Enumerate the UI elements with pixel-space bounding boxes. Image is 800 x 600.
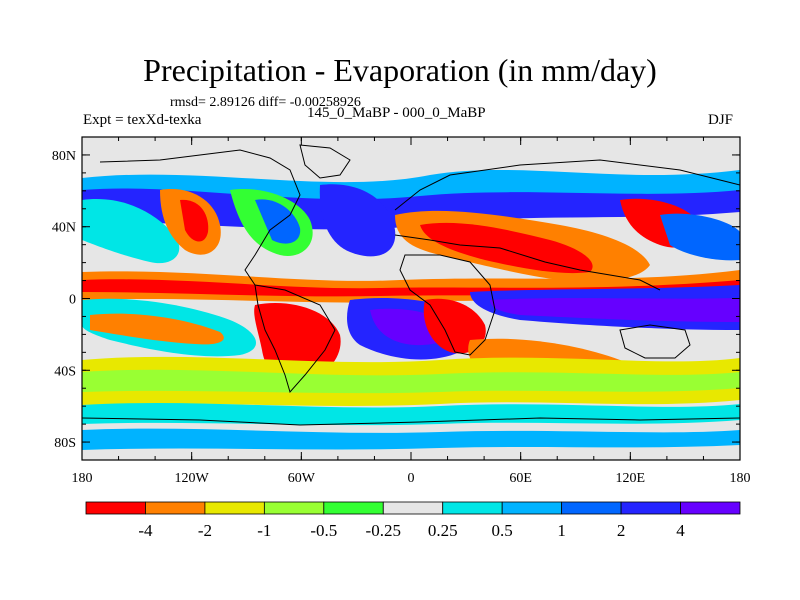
lon-tick-label: 120W bbox=[175, 471, 210, 486]
colorbar-swatch bbox=[501, 501, 563, 515]
field-natl-blue bbox=[255, 199, 301, 244]
outline-north-america bbox=[99, 149, 301, 286]
lon-tick-label: 60E bbox=[509, 471, 532, 486]
field-indian-ocean-purple bbox=[490, 298, 740, 322]
colorbar-label: -1 bbox=[257, 521, 271, 540]
outline-eurasia-north bbox=[394, 159, 740, 211]
colorbar-swatch bbox=[263, 501, 325, 515]
colorbar-swatch bbox=[442, 501, 503, 515]
outline-antarctica bbox=[82, 417, 740, 426]
colorbar: -4 -2 -1 -0.5 -0.25 0.25 0.5 1 2 4 bbox=[85, 501, 741, 540]
lon-tick-label: 180 bbox=[72, 471, 93, 486]
field-wpac-blue bbox=[660, 213, 740, 261]
colorbar-swatch bbox=[382, 501, 444, 515]
map-field bbox=[82, 137, 740, 460]
lon-tick-label: 180 bbox=[730, 471, 751, 486]
colorbar-label: 0.5 bbox=[492, 521, 513, 540]
outline-eurasia-south bbox=[394, 234, 661, 291]
outline-australia bbox=[619, 324, 691, 359]
field-natl-deepblue bbox=[319, 184, 396, 257]
field-namerica-red bbox=[180, 199, 209, 242]
colorbar-label: -0.5 bbox=[310, 521, 337, 540]
outline-greenland bbox=[299, 144, 351, 179]
colorbar-swatch bbox=[85, 501, 146, 515]
colorbar-label: 4 bbox=[676, 521, 685, 540]
colorbar-label: 0.25 bbox=[428, 521, 458, 540]
field-australia-grey bbox=[620, 328, 690, 359]
field-africa-red bbox=[423, 298, 486, 354]
experiment-label: Expt = texXd-texka bbox=[83, 112, 202, 128]
colorbar-swatch bbox=[204, 501, 265, 515]
field-npac-cyan bbox=[82, 199, 180, 264]
lat-tick-label: 40N bbox=[52, 221, 76, 236]
colorbar-label: 1 bbox=[557, 521, 566, 540]
field-so-cyan bbox=[82, 402, 740, 426]
colorbar-label: -4 bbox=[138, 521, 153, 540]
lat-tick-label: 80S bbox=[54, 436, 76, 451]
field-eurasia-red bbox=[420, 222, 593, 274]
chart-title: Precipitation - Evaporation (in mm/day) bbox=[143, 52, 657, 88]
colorbar-swatch bbox=[323, 501, 384, 515]
axis-ticks bbox=[81, 136, 741, 461]
lon-tick-label: 120E bbox=[616, 471, 646, 486]
case-comparison-label: 145_0_MaBP - 000_0_MaBP bbox=[307, 105, 486, 121]
outline-africa bbox=[399, 254, 496, 356]
colorbar-swatch bbox=[145, 501, 206, 515]
colorbar-swatch bbox=[561, 501, 622, 515]
rmsd-diff-stats: rmsd= 2.89126 diff= -0.00258926 bbox=[170, 95, 361, 110]
colorbar-label: -2 bbox=[198, 521, 212, 540]
field-so-lightgreen bbox=[82, 369, 740, 394]
colorbar-swatch bbox=[680, 501, 741, 515]
colorbar-label: -0.25 bbox=[366, 521, 401, 540]
colorbar-label: 2 bbox=[617, 521, 626, 540]
continent-outlines bbox=[82, 144, 740, 426]
lon-tick-label: 60W bbox=[288, 471, 316, 486]
lon-tick-label: 0 bbox=[408, 471, 415, 486]
field-spac-orange bbox=[90, 313, 224, 345]
outline-south-america bbox=[254, 284, 336, 394]
season-label: DJF bbox=[708, 112, 734, 128]
lat-tick-label: 0 bbox=[69, 293, 76, 308]
lat-tick-label: 40S bbox=[54, 364, 76, 379]
axis-tick-labels: 80N 40N 0 40S 80S 180 120W 60W 0 60E 120E 180 bbox=[52, 149, 751, 486]
lat-tick-label: 80N bbox=[52, 149, 76, 164]
colorbar-swatch bbox=[620, 501, 681, 515]
field-so-lightblue bbox=[82, 428, 740, 450]
